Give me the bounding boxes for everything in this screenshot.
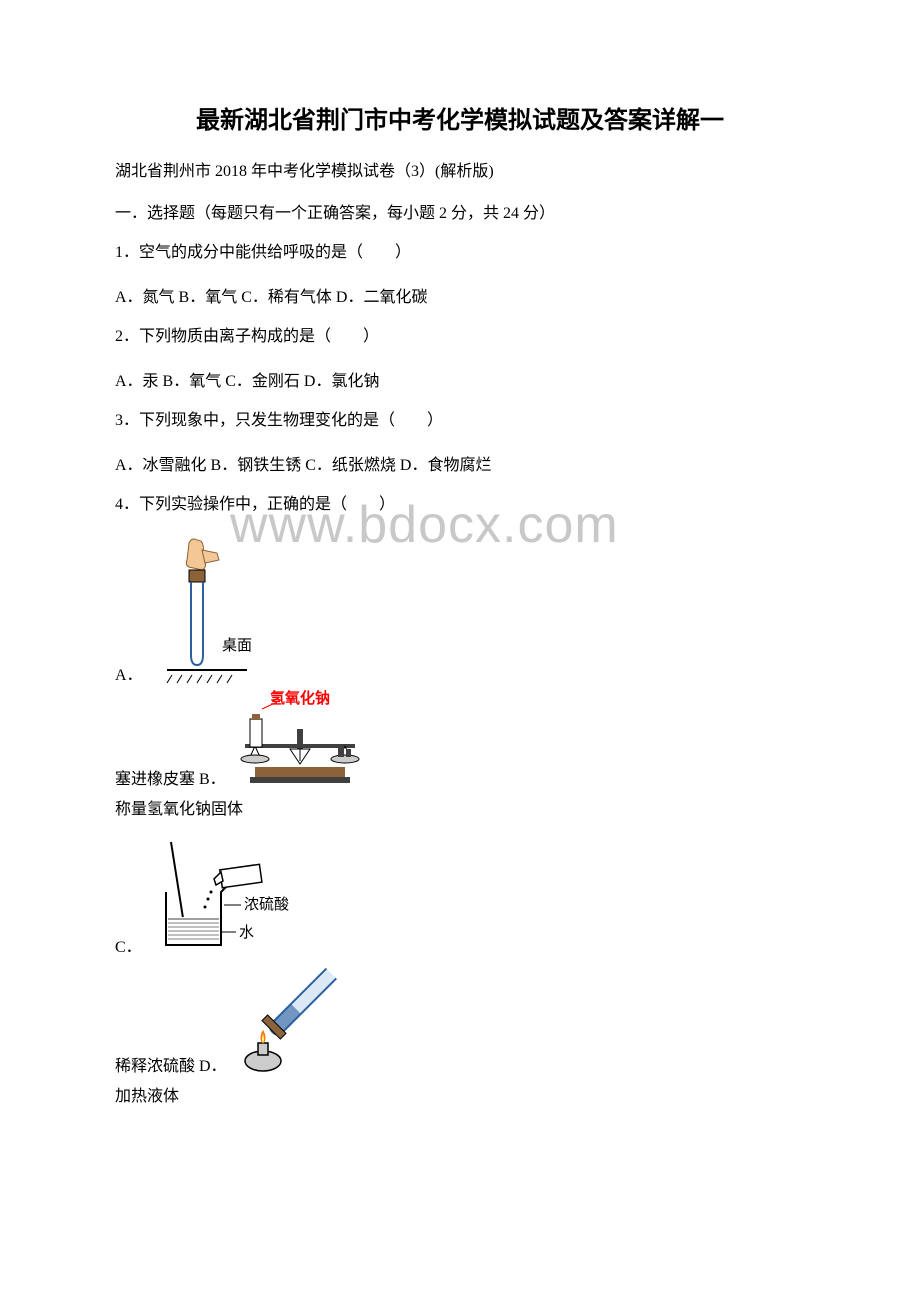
option-c-sublabel: 稀释浓硫酸 D． xyxy=(115,1052,227,1076)
question-3-options: A．冰雪融化 B．钢铁生锈 C．纸张燃烧 D．食物腐烂 xyxy=(115,451,805,475)
figure-b-naoh-label: 氢氧化钠 xyxy=(270,689,330,707)
question-3: 3．下列现象中，只发生物理变化的是（ ） xyxy=(115,409,805,433)
question-2: 2．下列物质由离子构成的是（ ） xyxy=(115,325,805,349)
subtitle: 湖北省荆州市 2018 年中考化学模拟试卷（3）(解析版) xyxy=(115,157,805,181)
option-a-sublabel: 塞进橡皮塞 B． xyxy=(115,765,226,789)
question-1-options: A．氮气 B．氧气 C．稀有气体 D．二氧化碳 xyxy=(115,283,805,307)
svg-text:水: 水 xyxy=(239,924,254,941)
figure-d-heating xyxy=(231,961,351,1076)
figure-a-stopper: 桌面 xyxy=(147,535,267,685)
question-2-options: A．汞 B．氧气 C．金刚石 D．氯化钠 xyxy=(115,367,805,391)
option-c-label: C． xyxy=(115,933,142,957)
option-d-caption: 加热液体 xyxy=(115,1082,805,1106)
figure-b-balance: 氢氧化钠 xyxy=(230,689,370,789)
page-title: 最新湖北省荆门市中考化学模拟试题及答案详解一 xyxy=(115,100,805,135)
svg-text:浓硫酸: 浓硫酸 xyxy=(244,896,289,913)
option-b-caption: 称量氢氧化钠固体 xyxy=(115,795,805,819)
question-4: 4．下列实验操作中，正确的是（ ） xyxy=(115,493,805,517)
figure-a-desk-label: 桌面 xyxy=(222,637,252,654)
option-a-label: A． xyxy=(115,661,143,685)
figure-c-dilute: 浓硫酸 水 xyxy=(146,837,306,957)
section-header: 一．选择题（每题只有一个正确答案，每小题 2 分，共 24 分） xyxy=(115,199,805,223)
question-1: 1．空气的成分中能供给呼吸的是（ ） xyxy=(115,241,805,265)
